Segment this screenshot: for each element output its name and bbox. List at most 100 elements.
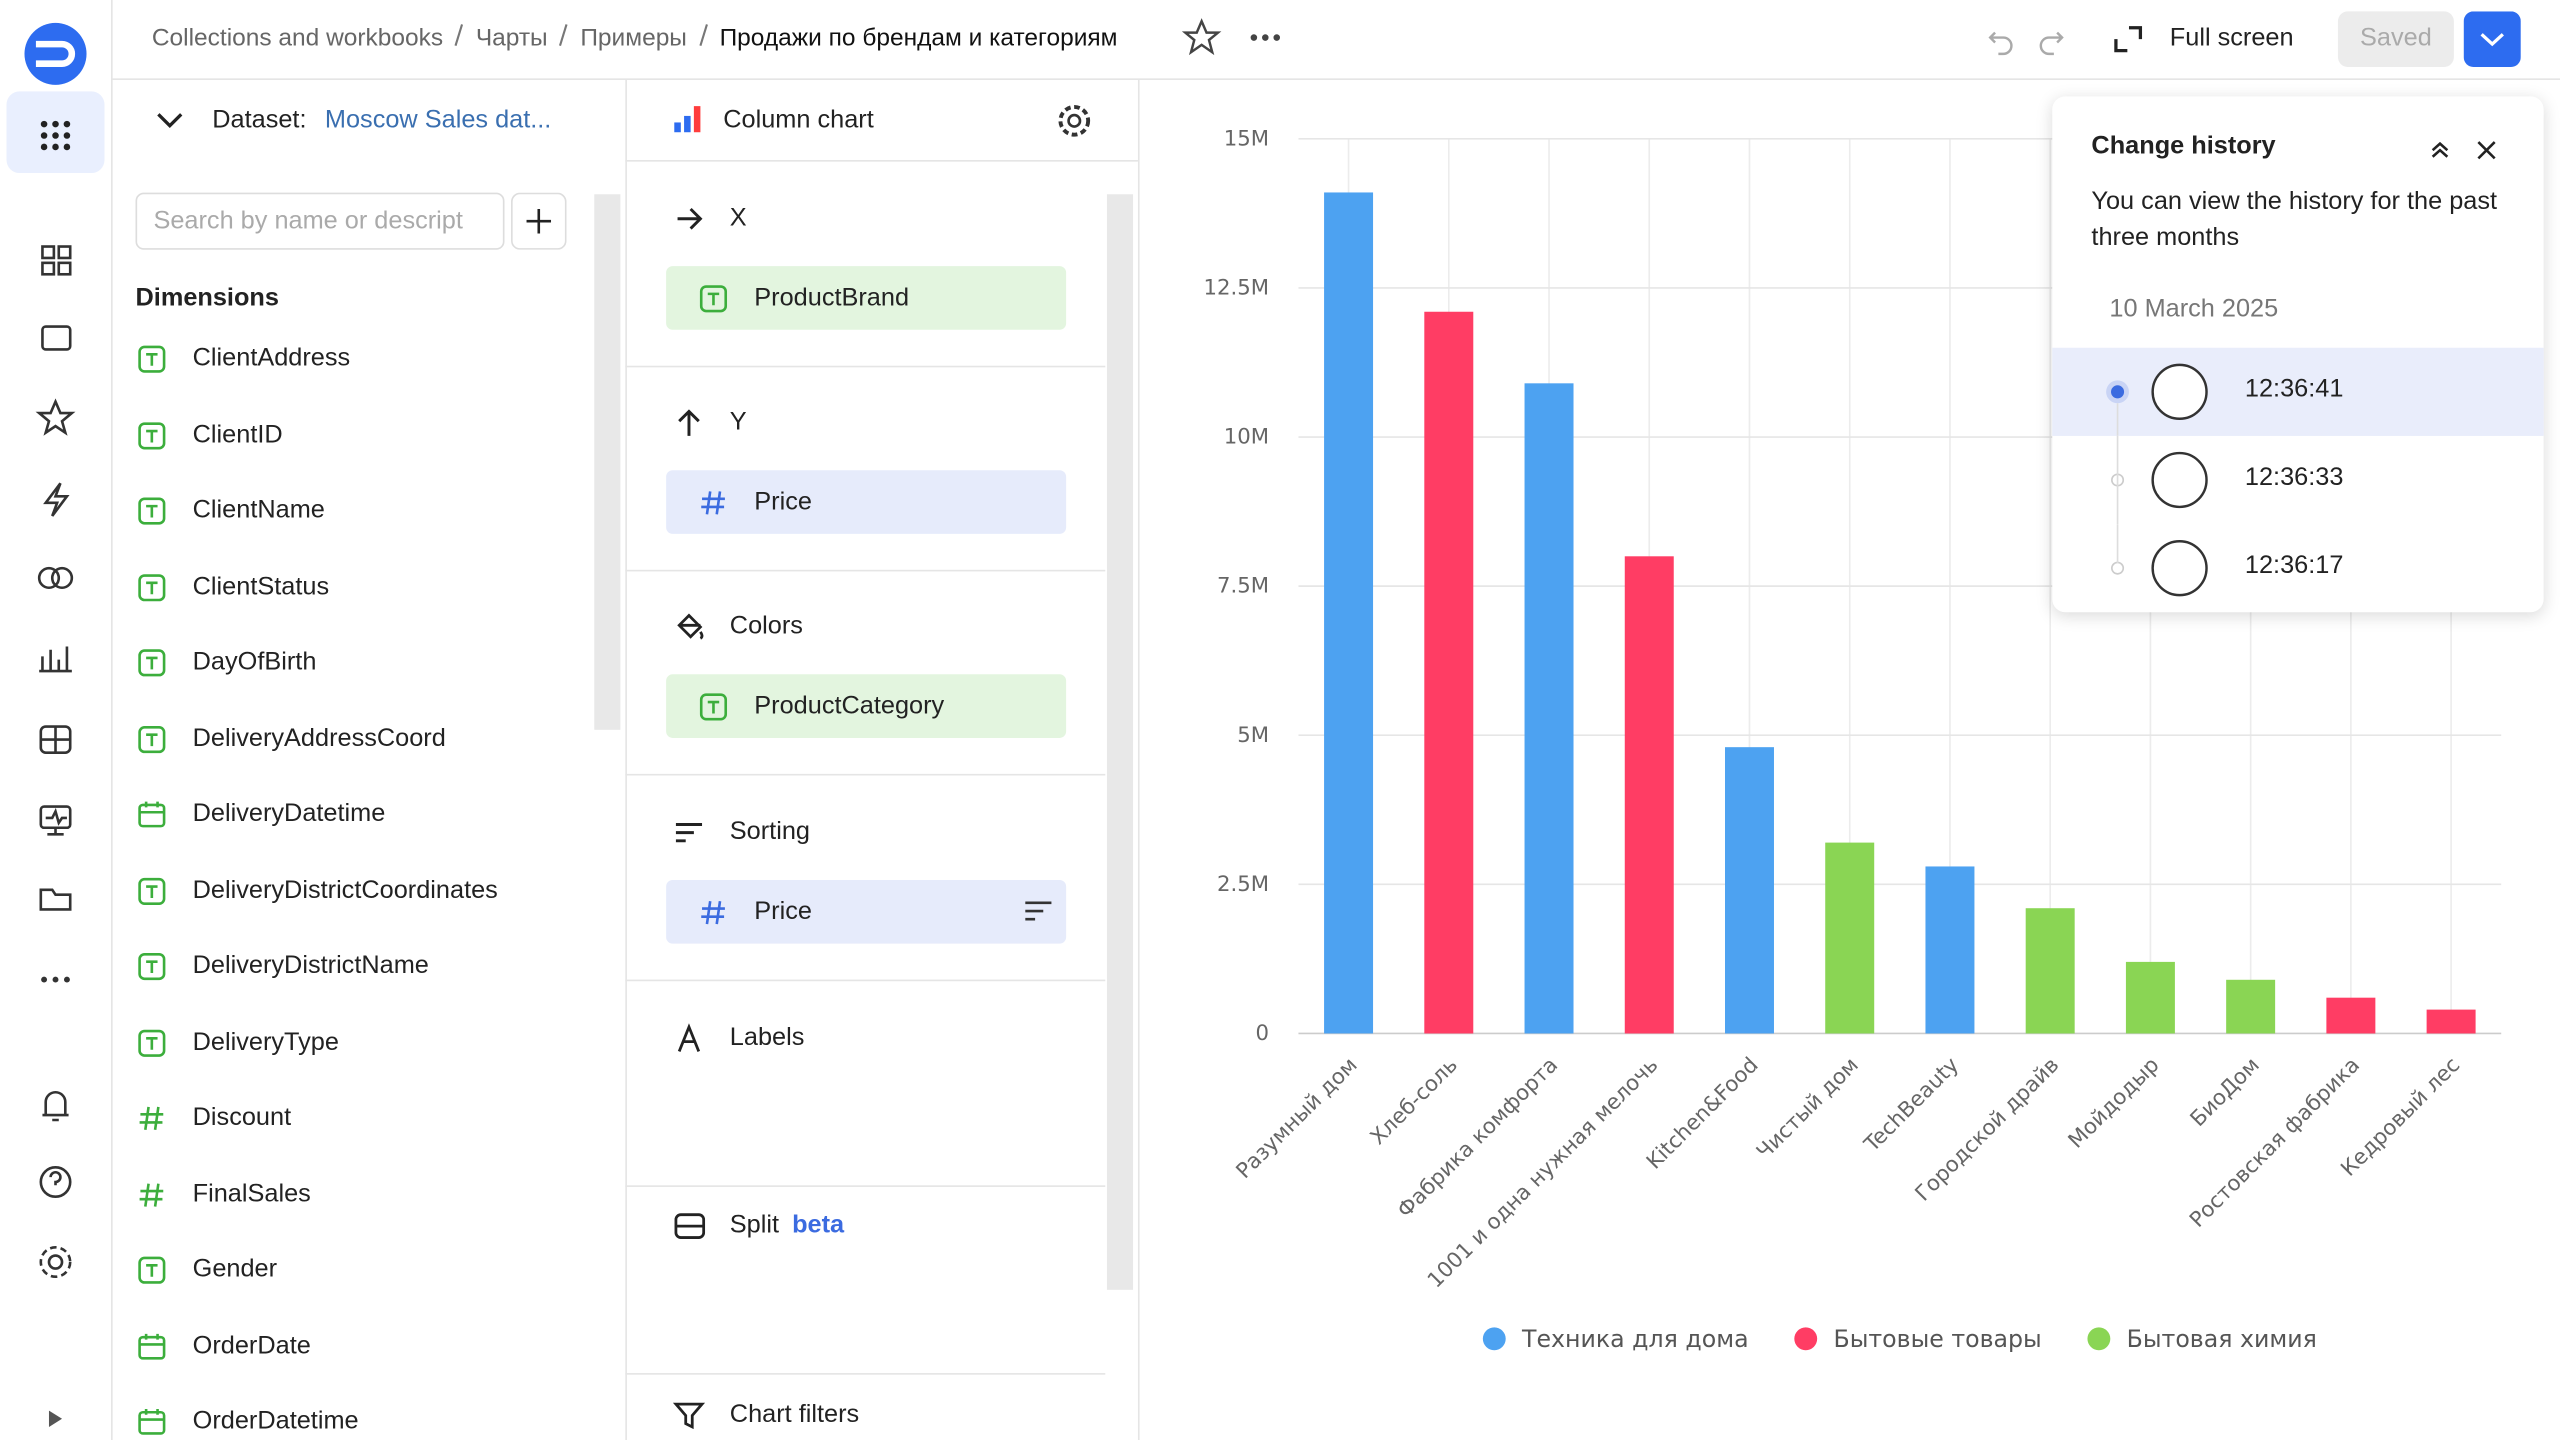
chart-type[interactable]: Column chart [723,106,874,134]
legend-marker[interactable] [1482,1327,1506,1351]
chart-settings[interactable] [1055,101,1094,140]
field-item[interactable]: ClientStatus [137,572,329,601]
collapse-icon[interactable] [153,108,186,131]
icon [672,1402,706,1430]
field-item[interactable]: DeliveryDistrictCoordinates [137,876,498,905]
field-pill[interactable]: Price [666,879,1067,944]
field-item[interactable]: DeliveryDatetime [137,800,385,829]
field-name: ClientStatus [192,572,330,600]
favorite-button[interactable] [1180,16,1229,62]
more-button[interactable] [1246,23,1285,56]
field-pill[interactable]: Price [666,470,1067,534]
nav-monitoring[interactable] [39,805,72,836]
bar [1424,311,1474,1034]
field-item[interactable]: Gender [137,1256,277,1285]
save-dropdown[interactable] [2463,11,2521,67]
scrollbar[interactable] [594,194,621,730]
date-icon [138,801,166,828]
nav-connections[interactable] [37,566,74,590]
entry-time: 12:36:33 [2244,463,2344,492]
divider [625,365,1106,368]
field-item[interactable]: FinalSales [137,1180,311,1209]
history-entry[interactable]: 12:36:41 [2052,347,2544,436]
fullscreen-button[interactable]: Full screen [2169,24,2294,53]
saved-button[interactable]: Saved [2337,11,2454,67]
undo-redo[interactable] [1985,20,2083,59]
nav-favorites[interactable] [35,398,76,436]
field-pill[interactable]: ProductBrand [666,266,1067,330]
sort-icon [1024,900,1053,931]
legend-marker[interactable] [1794,1327,1818,1351]
section-title: Chart filters [730,1401,859,1430]
history-entry[interactable]: 12:36:17 [2052,524,2543,612]
field-item[interactable]: DeliveryType [137,1028,339,1057]
scrollbar[interactable] [1106,194,1134,1290]
section-name: Colors [729,612,803,640]
x-tick-label: Ростовская фабрика [2185,1053,2365,1233]
add-field-button[interactable] [511,192,567,250]
icon [674,1213,706,1239]
nav-datasets[interactable] [39,725,72,754]
nav-collections[interactable] [41,325,72,351]
field-item[interactable]: OrderDatetime [137,1407,359,1436]
fullscreen-icon[interactable] [2111,23,2147,59]
field-item[interactable]: DayOfBirth [137,648,316,677]
wizard-panel: Column chart X ProductBrand Y Price Colors Pr… [625,80,1140,1440]
history-controls[interactable] [2424,132,2522,165]
field-name: DeliveryDistrictName [192,951,429,980]
field-name: OrderDatetime [192,1407,359,1436]
entry-marker [2111,524,2208,597]
nav-dashboards[interactable] [41,245,72,276]
legend-label[interactable]: Техника для дома [1521,1325,1749,1353]
field-item[interactable]: Discount [137,1104,291,1133]
nav-expand[interactable] [48,1410,63,1427]
field-item[interactable]: ClientName [137,496,325,525]
field-item[interactable]: ClientAddress [137,344,350,373]
history-description: You can view the history for the past th… [2091,187,2498,252]
dataset-name[interactable]: Moscow Sales dat... [324,106,552,134]
search-input[interactable]: Search by name or descript [135,192,505,250]
legend-marker[interactable] [2087,1327,2111,1351]
bar [1724,747,1774,1034]
field-name: DeliveryType [192,1027,339,1056]
breadcrumb[interactable]: Collections and workbooks [151,23,444,52]
section-icon [673,611,706,652]
y-tick-label: 10M [1224,425,1269,450]
nav-notifications[interactable] [42,1090,69,1122]
nav-charts[interactable] [39,646,72,673]
y-tick-label: 7.5M [1217,574,1269,599]
icon[interactable] [1024,900,1053,923]
icon [677,1023,701,1052]
history-entry[interactable]: 12:36:33 [2052,435,2543,525]
section-name: X [729,204,747,232]
nav-help[interactable] [39,1166,72,1199]
y-tick-label: 5M [1237,723,1269,748]
history-date: 10 March 2025 [2109,295,2279,324]
section-title: Y [730,408,747,437]
nav-more[interactable] [41,976,70,983]
nav-actions[interactable] [43,482,70,517]
field-item[interactable]: ClientID [137,420,283,449]
field-pill[interactable]: ProductCategory [666,674,1067,738]
nav-folder[interactable] [39,888,72,911]
logo[interactable] [24,22,87,85]
menu-icon[interactable] [40,120,71,151]
nav-settings[interactable] [39,1246,72,1279]
breadcrumb[interactable]: Продажи по брендам и категориям [719,23,1118,52]
bar [1324,192,1374,1034]
field-item[interactable]: OrderDate [137,1331,311,1360]
section-name: Y [729,408,747,436]
legend-label[interactable]: Бытовая химия [2127,1325,2317,1353]
section-title: Colors [730,612,803,641]
y-tick-label: 2.5M [1217,872,1269,897]
field-item[interactable]: DeliveryDistrictName [137,952,429,981]
section-title: Labels [730,1024,805,1053]
field-name: DayOfBirth [192,648,317,676]
breadcrumb[interactable]: Примеры [580,23,687,52]
legend-label[interactable]: Бытовые товары [1833,1325,2041,1353]
field-item[interactable]: DeliveryAddressCoord [137,724,446,753]
breadcrumb[interactable]: Чарты [475,23,548,52]
text-icon [138,725,166,753]
divider [625,979,1106,982]
section-name: Chart filters [729,1400,860,1429]
